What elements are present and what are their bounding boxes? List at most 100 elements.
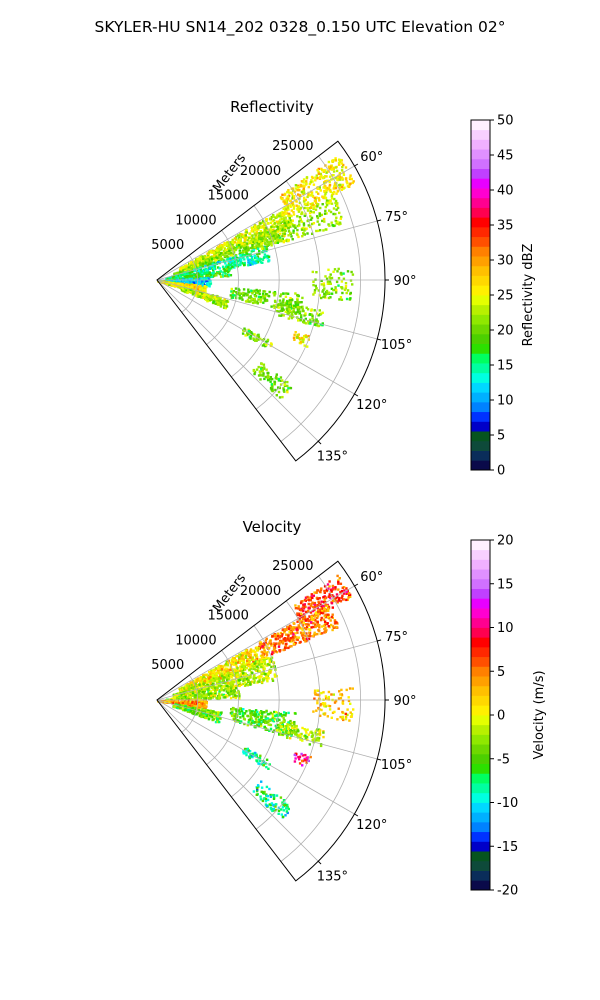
echo-pixel bbox=[296, 310, 300, 313]
echo-pixel bbox=[320, 605, 323, 608]
echo-pixel bbox=[267, 677, 270, 680]
echo-pixel bbox=[334, 291, 338, 294]
echo-pixel bbox=[321, 290, 324, 293]
echo-pixel bbox=[223, 246, 226, 249]
echo-pixel bbox=[265, 340, 268, 344]
echo-pixel bbox=[199, 262, 203, 266]
echo-pixel bbox=[220, 664, 223, 668]
echo-pixel bbox=[211, 262, 215, 265]
echo-pixel bbox=[182, 696, 185, 700]
echo-pixel bbox=[286, 384, 289, 388]
echo-pixel bbox=[261, 221, 264, 224]
echo-pixel bbox=[287, 238, 290, 242]
echo-pixel bbox=[207, 284, 211, 287]
echo-pixel bbox=[328, 275, 331, 279]
echo-pixel bbox=[197, 285, 200, 288]
echo-pixel bbox=[255, 368, 259, 371]
echo-pixel bbox=[196, 678, 199, 681]
echo-pixel bbox=[265, 672, 269, 676]
echo-pixel bbox=[255, 339, 258, 342]
echo-pixel bbox=[217, 672, 220, 675]
echo-pixel bbox=[176, 279, 179, 283]
echo-pixel bbox=[323, 620, 327, 623]
echo-pixel bbox=[272, 219, 276, 222]
echo-pixel bbox=[346, 270, 350, 273]
echo-pixel bbox=[241, 233, 244, 236]
echo-pixel bbox=[315, 174, 318, 177]
echo-pixel bbox=[268, 259, 271, 262]
echo-pixel bbox=[283, 226, 286, 230]
echo-pixel bbox=[170, 283, 173, 286]
echo-pixel bbox=[273, 675, 277, 678]
echo-pixel bbox=[202, 262, 205, 265]
echo-pixel bbox=[258, 250, 261, 253]
echo-pixel bbox=[314, 198, 317, 201]
echo-pixel bbox=[265, 298, 269, 302]
echo-pixel bbox=[331, 177, 334, 181]
echo-pixel bbox=[206, 298, 209, 301]
echo-pixel bbox=[241, 298, 244, 301]
echo-pixel bbox=[306, 232, 309, 235]
echo-pixel bbox=[244, 234, 247, 237]
echo-pixel bbox=[256, 237, 259, 240]
echo-pixel bbox=[285, 200, 289, 203]
echo-pixel bbox=[241, 242, 244, 245]
echo-pixel bbox=[252, 649, 255, 652]
echo-pixel bbox=[211, 696, 214, 699]
polar-grid bbox=[156, 155, 385, 442]
echo-pixel bbox=[251, 234, 254, 237]
echo-pixel bbox=[318, 590, 322, 593]
echo-pixel bbox=[317, 171, 320, 174]
echo-pixel bbox=[320, 608, 323, 611]
echo-pixel bbox=[242, 674, 246, 677]
echo-pixel bbox=[234, 669, 238, 673]
echo-pixel bbox=[179, 267, 183, 270]
echo-pixel bbox=[174, 273, 177, 276]
echo-pixel bbox=[305, 180, 308, 183]
echo-pixel bbox=[323, 595, 326, 598]
echo-pixel bbox=[207, 251, 211, 254]
echo-pixel bbox=[226, 695, 229, 698]
echo-pixel bbox=[349, 297, 352, 300]
echo-pixel bbox=[233, 241, 237, 244]
colorbar-segment bbox=[471, 314, 490, 325]
echo-pixel bbox=[302, 187, 305, 190]
echo-pixel bbox=[226, 244, 229, 247]
echo-pixel bbox=[230, 692, 233, 695]
echo-pixel bbox=[258, 234, 261, 237]
echo-pixel bbox=[257, 237, 261, 240]
echo-pixel bbox=[272, 215, 275, 218]
echo-pixel bbox=[194, 678, 198, 681]
echo-pixel bbox=[224, 306, 227, 310]
echo-pixel bbox=[259, 641, 262, 644]
echo-pixel bbox=[298, 305, 301, 309]
echo-pixel bbox=[196, 292, 199, 295]
echo-pixel bbox=[327, 605, 330, 609]
echo-pixel bbox=[214, 251, 217, 255]
echo-pixel bbox=[304, 317, 307, 321]
echo-pixel bbox=[272, 225, 276, 229]
echo-pixel bbox=[229, 663, 233, 666]
colorbar-tick-label: 40 bbox=[497, 184, 514, 199]
echo-pixel bbox=[180, 686, 183, 690]
echo-pixel bbox=[189, 682, 192, 685]
echo-pixel bbox=[314, 623, 317, 626]
echo-pixel bbox=[255, 252, 259, 256]
echo-pixel bbox=[272, 642, 275, 646]
echo-pixel bbox=[195, 286, 198, 289]
echo-pixel bbox=[225, 243, 228, 246]
echo-pixel bbox=[321, 609, 324, 613]
echo-pixel bbox=[230, 267, 233, 270]
echo-pixel bbox=[268, 229, 271, 233]
echo-pixel bbox=[197, 695, 200, 699]
echo-pixel bbox=[292, 622, 295, 625]
echo-pixel bbox=[284, 644, 287, 647]
echo-pixel bbox=[297, 319, 300, 322]
echo-pixel bbox=[239, 254, 242, 257]
echo-pixel bbox=[307, 185, 310, 189]
echo-pixel bbox=[236, 666, 239, 670]
echo-pixel bbox=[244, 292, 247, 295]
echo-pixel bbox=[341, 177, 344, 180]
echo-pixel bbox=[319, 588, 323, 592]
